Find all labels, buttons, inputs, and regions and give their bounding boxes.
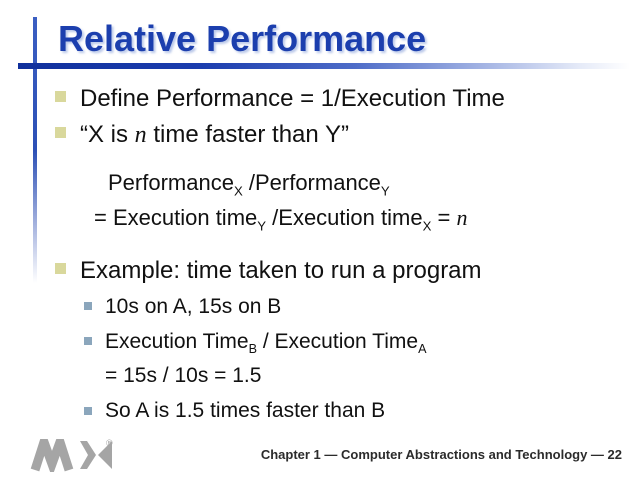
bullet-item-define-performance: Define Performance = 1/Execution Time [80,85,505,112]
logo-k-triangle-glyph [98,441,112,469]
variable-n: n [134,122,147,148]
formula-text: = Execution time [94,205,258,230]
subscript-y: Y [380,183,390,199]
subscript-x: X [233,183,243,199]
bullet-text-pre: “X is [80,121,135,148]
variable-n: n [456,205,468,230]
bullet-item-x-faster: “X is n time faster than Y” [80,120,349,150]
formula-text: Performance [108,170,234,195]
bullet-square-icon [55,263,66,274]
subscript-x: X [422,218,432,234]
formula-line-2: = Execution timeY /Execution timeX = n [94,204,467,232]
formula-text: = [431,205,457,230]
sub-bullet-conclusion: So A is 1.5 times faster than B [105,399,386,422]
footer-text: Chapter 1 — Computer Abstractions and Te… [260,447,622,462]
logo-m-glyph [30,439,74,472]
sub-bullet-times: 10s on A, 15s on B [105,295,282,318]
bullet-text-post: time faster than Y” [146,121,349,148]
mk-logo: ® [30,439,113,472]
title-underline [18,63,630,69]
sub-bullet-square-icon [84,337,92,345]
formula-text: /Execution time [266,205,423,230]
sub-bullet-square-icon [84,302,92,310]
formula-text: / Execution Time [256,330,419,353]
subscript-a: A [418,342,427,357]
bullet-item-example: Example: time taken to run a program [80,257,482,284]
sub-bullet-square-icon [84,407,92,415]
subscript-y: Y [257,218,267,234]
formula-line-1: PerformanceX /PerformanceY [108,169,390,197]
logo-k-chevron-glyph [80,441,96,469]
page-title: Relative Performance [58,18,427,59]
subscript-b: B [248,342,257,357]
sub-bullet-ratio: Execution TimeB / Execution TimeA [105,329,426,355]
sub-bullet-ratio-result: = 15s / 10s = 1.5 [105,364,262,387]
formula-text: /Performance [242,170,381,195]
bullet-square-icon [55,127,66,138]
accent-vertical-line [33,17,37,283]
formula-text: Execution Time [105,330,249,353]
bullet-square-icon [55,91,66,102]
registered-mark-icon: ® [106,439,113,448]
